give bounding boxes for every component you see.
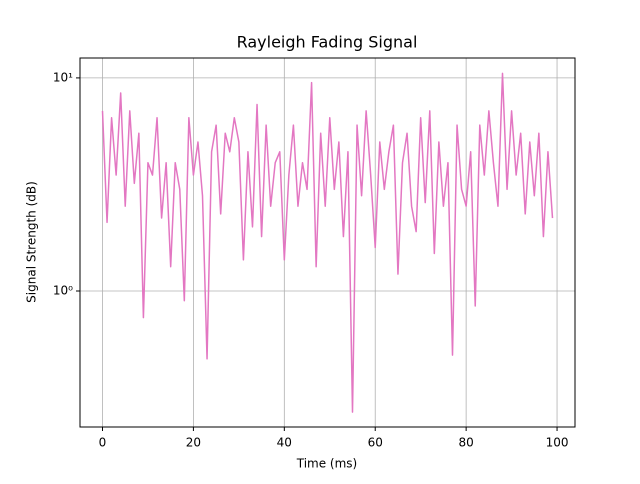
x-tick-label: 100 <box>546 436 569 450</box>
x-tick-label: 40 <box>277 436 292 450</box>
x-tick-label: 0 <box>99 436 107 450</box>
y-axis-label: Signal Strength (dB) <box>25 181 39 303</box>
x-tick-label: 80 <box>458 436 473 450</box>
x-axis-label: Time (ms) <box>296 457 358 471</box>
x-tick-label: 60 <box>368 436 383 450</box>
plot-frame <box>79 57 576 428</box>
chart-title: Rayleigh Fading Signal <box>237 33 418 52</box>
x-tick-label: 20 <box>186 436 201 450</box>
signal-line <box>101 72 554 413</box>
y-tick-label: 10¹ <box>53 70 73 84</box>
y-tick-label: 10⁰ <box>53 283 73 297</box>
